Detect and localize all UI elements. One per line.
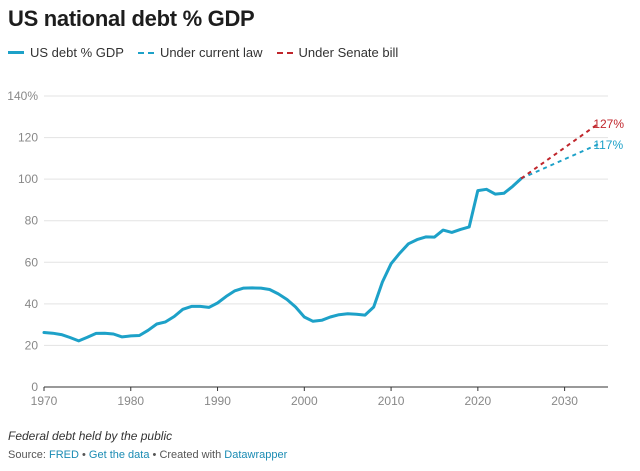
x-tick-label-1990: 1990 [204,394,231,408]
source-label: Source: [8,449,46,461]
get-data-link[interactable]: Get the data [88,449,150,461]
x-tick-label-1970: 1970 [31,394,58,408]
chart-legend: US debt % GDP Under current law Under Se… [8,45,412,60]
y-tick-label-60: 60 [25,255,39,269]
legend-label-current-law: Under current law [159,45,263,60]
chart-title: US national debt % GDP [8,6,255,31]
legend-swatch-dashed-red [276,51,293,54]
end-label-current-law: 117% [593,138,623,152]
y-tick-label-140: 140% [7,89,38,103]
legend-label-senate-bill: Under Senate bill [298,45,399,60]
legend-label-debt: US debt % GDP [30,45,124,60]
separator-1: • [82,449,86,461]
x-tick-label-2000: 2000 [291,394,318,408]
source-line: Source: FRED • Get the data • Created wi… [8,449,287,461]
datawrapper-link[interactable]: Datawrapper [224,449,288,461]
x-tick-label-2030: 2030 [551,394,578,408]
source-link[interactable]: FRED [48,449,79,461]
legend-item-senate-bill: Under Senate bill [276,45,399,60]
x-tick-label-2010: 2010 [378,394,405,408]
y-tick-label-100: 100 [18,172,38,186]
y-tick-label-0: 0 [31,380,38,394]
end-label-senate-bill: 127% [593,117,624,131]
created-with-label: Created with [159,449,222,461]
y-tick-label-20: 20 [25,338,39,352]
legend-swatch-solid [8,51,24,54]
chart-note: Federal debt held by the public [8,429,173,443]
y-tick-label-80: 80 [25,214,39,228]
y-tick-label-40: 40 [25,297,39,311]
x-tick-label-1980: 1980 [117,394,144,408]
y-tick-label-120: 120 [18,131,38,145]
x-tick-label-2020: 2020 [464,394,491,408]
legend-item-current-law: Under current law [137,45,263,60]
series-line-current-law [520,142,600,180]
series-line-senate-bill [520,122,600,180]
series-line-debt [42,177,523,343]
legend-item-debt: US debt % GDP [8,45,124,60]
legend-swatch-dashed-blue [137,51,154,54]
separator-2: • [152,449,157,461]
